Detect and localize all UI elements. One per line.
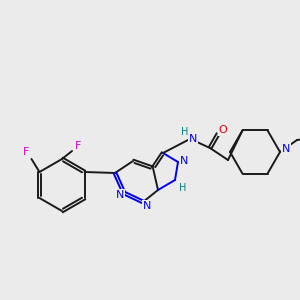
Text: H: H	[179, 183, 187, 193]
Text: N: N	[116, 190, 124, 200]
Text: N: N	[180, 156, 188, 166]
Text: H: H	[181, 127, 189, 137]
Text: N: N	[282, 144, 290, 154]
Text: F: F	[75, 141, 81, 151]
Text: N: N	[189, 134, 197, 144]
Text: O: O	[219, 125, 227, 135]
Text: F: F	[23, 147, 30, 157]
Text: N: N	[143, 201, 151, 211]
